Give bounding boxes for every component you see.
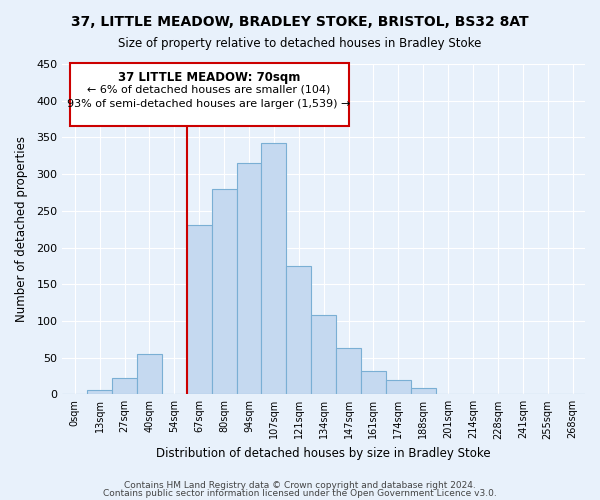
Text: 37 LITTLE MEADOW: 70sqm: 37 LITTLE MEADOW: 70sqm <box>118 72 301 85</box>
Bar <box>286 266 311 394</box>
Bar <box>361 371 386 394</box>
Bar <box>112 378 137 394</box>
Y-axis label: Number of detached properties: Number of detached properties <box>15 136 28 322</box>
Bar <box>386 380 411 394</box>
Bar <box>236 163 262 394</box>
Text: Contains HM Land Registry data © Crown copyright and database right 2024.: Contains HM Land Registry data © Crown c… <box>124 480 476 490</box>
Text: 37, LITTLE MEADOW, BRADLEY STOKE, BRISTOL, BS32 8AT: 37, LITTLE MEADOW, BRADLEY STOKE, BRISTO… <box>71 15 529 29</box>
Bar <box>336 348 361 395</box>
Bar <box>137 354 162 395</box>
Text: Contains public sector information licensed under the Open Government Licence v3: Contains public sector information licen… <box>103 489 497 498</box>
Text: Size of property relative to detached houses in Bradley Stoke: Size of property relative to detached ho… <box>118 38 482 51</box>
X-axis label: Distribution of detached houses by size in Bradley Stoke: Distribution of detached houses by size … <box>157 447 491 460</box>
Text: ← 6% of detached houses are smaller (104): ← 6% of detached houses are smaller (104… <box>88 84 331 94</box>
Bar <box>262 142 286 394</box>
Bar <box>187 226 212 394</box>
Bar <box>311 315 336 394</box>
Bar <box>411 388 436 394</box>
Bar <box>212 189 236 394</box>
Bar <box>87 390 112 394</box>
FancyBboxPatch shape <box>70 62 349 126</box>
Text: 93% of semi-detached houses are larger (1,539) →: 93% of semi-detached houses are larger (… <box>67 99 351 109</box>
